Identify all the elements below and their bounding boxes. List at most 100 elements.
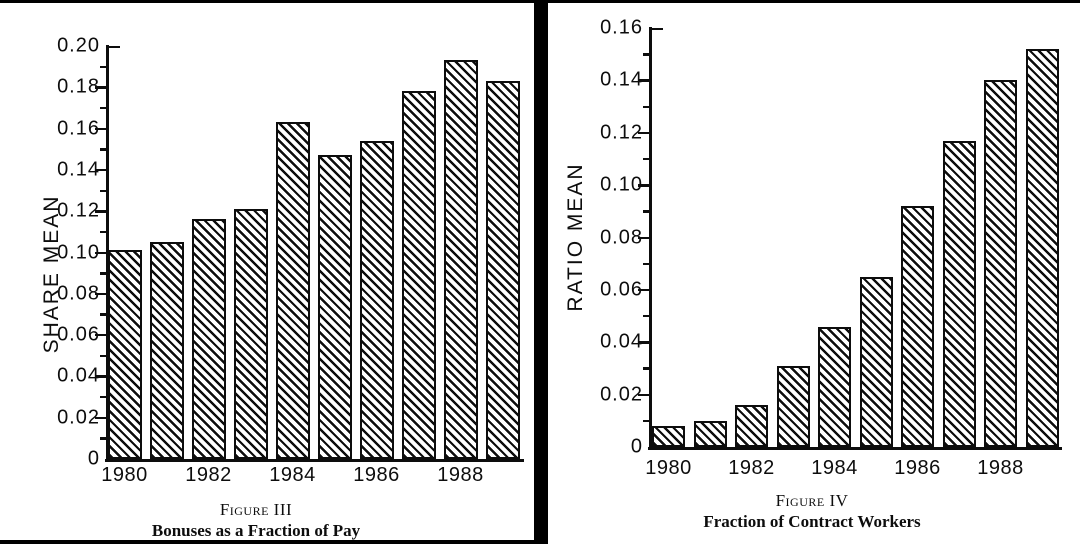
y-tick-label: 0.12 bbox=[57, 199, 100, 222]
figure-3-title: Bonuses as a Fraction of Pay bbox=[151, 521, 361, 540]
y-tick-label: 0.16 bbox=[600, 16, 643, 39]
y-tick-label: 0.10 bbox=[600, 173, 643, 196]
y-tick-label: 0 bbox=[87, 447, 100, 470]
y-minor-tick bbox=[642, 315, 649, 318]
bar-1981 bbox=[149, 242, 184, 459]
y-major-tick bbox=[95, 416, 106, 420]
y-major-tick bbox=[95, 375, 106, 378]
x-axis-line bbox=[105, 459, 524, 462]
y-tick-label: 0.16 bbox=[57, 117, 100, 140]
x-tick-label: 1984 bbox=[269, 464, 316, 486]
x-tick-label: 1986 bbox=[353, 464, 400, 486]
bar-1988 bbox=[984, 80, 1017, 447]
figure-4-label: Figure IV bbox=[775, 491, 849, 510]
y-tick-label: 0.04 bbox=[57, 364, 100, 387]
y-tick-label: 0.06 bbox=[600, 278, 643, 301]
bar-1988 bbox=[443, 60, 478, 459]
y-minor-tick bbox=[99, 437, 106, 440]
y-major-tick bbox=[95, 210, 106, 213]
y-axis-line bbox=[649, 27, 652, 449]
y-minor-tick bbox=[99, 272, 106, 275]
x-tick-label: 1982 bbox=[728, 457, 775, 479]
y-major-tick bbox=[638, 79, 649, 82]
y-minor-tick bbox=[99, 354, 106, 358]
bar-1986 bbox=[901, 206, 934, 447]
bar-1989 bbox=[485, 81, 520, 459]
x-tick-label: 1984 bbox=[811, 457, 858, 479]
figure-4-panel: RATIO MEAN 0 0.02 0.04 0.06 0.08 0.10 0.12 0.14… bbox=[548, 0, 1080, 544]
y-minor-tick bbox=[642, 262, 649, 266]
y-minor-tick bbox=[99, 106, 106, 110]
x-tick-label: 1982 bbox=[185, 464, 232, 486]
bar-1983 bbox=[776, 365, 810, 447]
y-minor-tick bbox=[642, 157, 649, 161]
y-tick-label: 0.06 bbox=[57, 323, 100, 346]
x-tick-label: 1986 bbox=[894, 457, 941, 479]
y-tick-label: 0.10 bbox=[57, 241, 100, 263]
y-minor-tick bbox=[99, 396, 106, 399]
y-minor-tick bbox=[99, 148, 106, 151]
y-tick-label: 0.20 bbox=[57, 34, 100, 57]
y-tick-label: 0.14 bbox=[600, 68, 643, 91]
bar-1984 bbox=[275, 122, 310, 459]
bar-1984 bbox=[818, 326, 851, 447]
y-tick-label: 0.18 bbox=[57, 75, 100, 98]
bar-1989 bbox=[1025, 48, 1059, 447]
y-major-tick bbox=[638, 184, 649, 187]
bar-1986 bbox=[359, 140, 394, 459]
x-axis-line bbox=[648, 447, 1062, 450]
y-major-tick bbox=[638, 393, 649, 397]
y-tick-label: 0 bbox=[630, 435, 643, 458]
bar-1985 bbox=[859, 276, 893, 447]
y-tick-label: 0.08 bbox=[57, 282, 100, 305]
bar-1980 bbox=[652, 426, 685, 447]
y-minor-tick bbox=[99, 313, 106, 316]
y-minor-tick bbox=[642, 210, 649, 213]
x-tick-label: 1988 bbox=[977, 457, 1024, 479]
y-major-tick bbox=[95, 168, 106, 172]
y-major-tick bbox=[95, 292, 106, 296]
bar-1983 bbox=[233, 209, 268, 459]
y-major-tick bbox=[95, 86, 106, 89]
y-minor-tick bbox=[99, 230, 106, 234]
figure-4-caption: Figure IV Fraction of Contract Workers bbox=[703, 491, 920, 532]
y-minor-tick bbox=[99, 65, 106, 69]
y-tick-label: 0.02 bbox=[600, 383, 643, 406]
y-major-tick bbox=[638, 131, 649, 135]
bar-1987 bbox=[401, 91, 436, 459]
y-minor-tick bbox=[642, 105, 649, 108]
bottom-edge-rule bbox=[0, 540, 548, 544]
y-major-tick bbox=[95, 334, 106, 337]
x-tick-label: 1980 bbox=[101, 464, 148, 486]
bar-1982 bbox=[191, 219, 226, 459]
bar-1981 bbox=[693, 420, 727, 447]
y-axis-top-corner-tick bbox=[649, 28, 663, 31]
figure-3-panel: SHARE MEAN 0 0.02 0.04 0.06 0.08 0.10 0.12 0.14… bbox=[0, 0, 534, 544]
figure-3-label: Figure III bbox=[219, 500, 293, 519]
panel-divider bbox=[534, 0, 548, 544]
y-axis-top-corner-tick bbox=[106, 46, 120, 49]
y-tick-label: 0.14 bbox=[57, 158, 100, 181]
y-major-tick bbox=[638, 288, 649, 292]
x-tick-label: 1988 bbox=[437, 464, 484, 486]
y-major-tick bbox=[95, 251, 106, 254]
y-minor-tick bbox=[642, 53, 649, 56]
y-minor-tick bbox=[642, 419, 649, 423]
figure-3-caption: Figure III Bonuses as a Fraction of Pay bbox=[152, 500, 360, 541]
figure-4-title: Fraction of Contract Workers bbox=[703, 512, 921, 531]
y-tick-label: 0.08 bbox=[600, 226, 643, 248]
bar-1980 bbox=[107, 250, 142, 459]
bar-1985 bbox=[317, 155, 352, 459]
bar-1987 bbox=[942, 140, 976, 447]
bar-1982 bbox=[735, 405, 768, 447]
y-major-tick bbox=[95, 127, 106, 130]
y-minor-tick bbox=[642, 367, 649, 370]
y-major-tick bbox=[638, 341, 649, 344]
y-minor-tick bbox=[99, 189, 106, 192]
x-tick-label: 1980 bbox=[645, 457, 692, 479]
y-tick-label: 0.04 bbox=[600, 330, 643, 353]
y-tick-label: 0.02 bbox=[57, 406, 100, 429]
y-major-tick bbox=[638, 236, 649, 239]
y-tick-label: 0.12 bbox=[600, 121, 643, 144]
